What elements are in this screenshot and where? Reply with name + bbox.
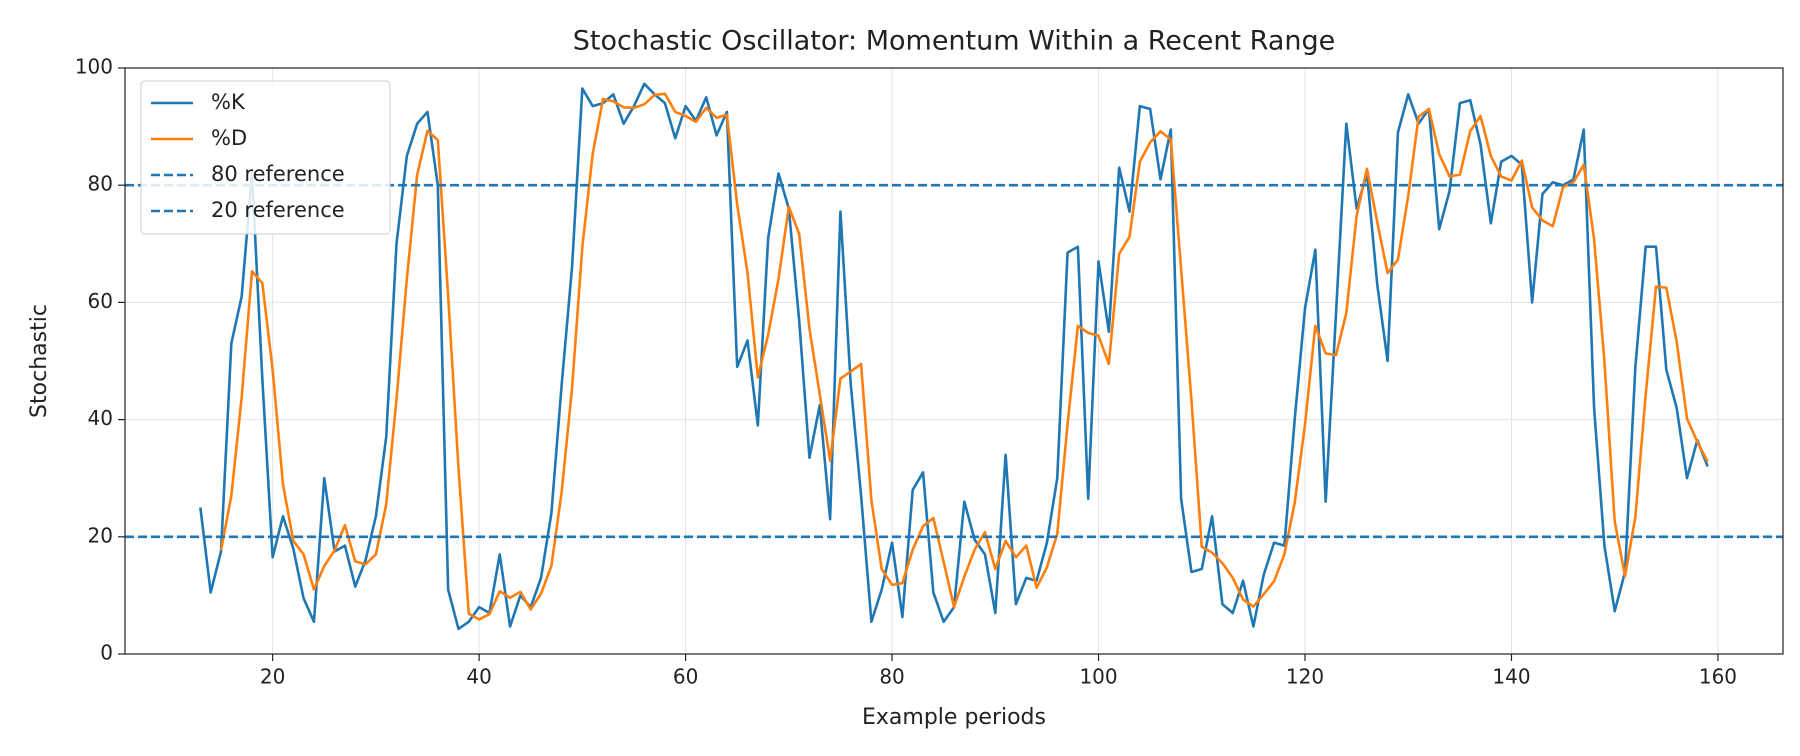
legend-label: 20 reference <box>211 198 345 222</box>
x-tick-label: 140 <box>1492 665 1530 689</box>
legend-label: %K <box>211 90 246 114</box>
chart-title: Stochastic Oscillator: Momentum Within a… <box>573 26 1335 57</box>
x-tick-label: 160 <box>1699 665 1737 689</box>
x-tick-label: 20 <box>260 665 285 689</box>
x-tick-label: 40 <box>466 665 491 689</box>
x-tick-label: 80 <box>879 665 904 689</box>
x-tick-label: 60 <box>673 665 698 689</box>
y-tick-label: 80 <box>88 172 113 196</box>
x-tick-label: 120 <box>1286 665 1324 689</box>
y-tick-label: 40 <box>88 406 113 430</box>
legend-box <box>140 80 391 235</box>
x-tick-label: 100 <box>1079 665 1117 689</box>
legend: %K %D 80 reference 20 reference <box>140 80 391 235</box>
legend-label: %D <box>211 126 247 150</box>
y-tick-label: 20 <box>88 523 113 547</box>
series-line <box>219 92 1709 621</box>
y-axis-label: Stochastic <box>27 304 52 418</box>
y-tick-label: 60 <box>88 289 113 313</box>
y-tick-label: 0 <box>100 641 113 665</box>
y-tick-label: 100 <box>75 55 113 79</box>
legend-label: 80 reference <box>211 162 345 186</box>
x-axis-label: Example periods <box>862 705 1046 730</box>
plot-frame <box>124 67 1784 655</box>
